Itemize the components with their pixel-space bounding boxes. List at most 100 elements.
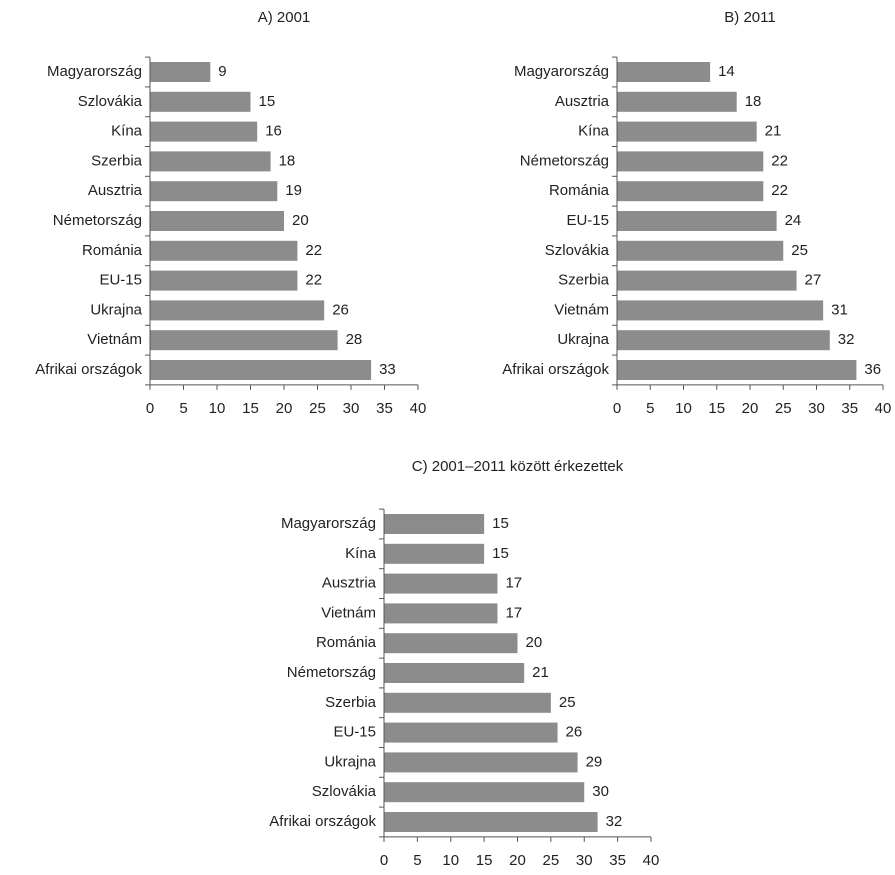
bar [150,270,298,291]
category-label: Magyarország [281,515,376,532]
value-label: 19 [285,182,302,199]
bar [150,300,325,321]
category-label: EU-15 [333,724,376,741]
value-label: 9 [218,63,226,80]
bar [617,330,830,351]
bar [384,573,498,594]
x-tick-label: 10 [442,852,459,869]
value-label: 25 [559,694,576,711]
x-tick-label: 40 [643,852,660,869]
x-tick-label: 30 [343,400,360,417]
category-label: Vietnám [321,604,376,621]
x-tick-label: 20 [276,400,293,417]
value-label: 17 [505,575,522,592]
x-tick-label: 35 [841,400,858,417]
bar [150,240,298,261]
value-label: 22 [305,272,322,289]
category-label: Szlovákia [312,783,377,800]
value-label: 24 [785,212,802,229]
category-label: Németország [53,212,142,229]
category-label: Ausztria [88,182,143,199]
bar [384,722,558,743]
value-label: 32 [606,813,623,830]
category-label: Szlovákia [78,93,143,110]
x-tick-label: 5 [413,852,421,869]
category-label: Szerbia [558,272,610,289]
category-label: Kína [578,123,610,140]
bar [617,121,757,142]
value-label: 27 [805,272,822,289]
bar [617,300,824,321]
x-tick-label: 0 [146,400,154,417]
x-tick-label: 15 [476,852,493,869]
value-label: 28 [346,331,363,348]
bar [617,151,764,172]
value-label: 32 [838,331,855,348]
bar [384,692,551,713]
value-label: 16 [265,123,282,140]
category-label: Románia [82,242,143,259]
x-tick-label: 15 [242,400,259,417]
bar [617,360,857,380]
bar [617,240,784,261]
x-tick-label: 25 [309,400,326,417]
category-label: Ukrajna [324,753,376,770]
category-label: Vietnám [554,301,609,318]
value-label: 18 [279,152,296,169]
bar [384,812,598,832]
category-label: Szerbia [325,694,377,711]
bar [384,633,518,654]
bar [384,663,525,683]
category-label: Afrikai országok [35,361,142,378]
category-label: Afrikai országok [269,813,376,830]
x-tick-label: 40 [410,400,427,417]
x-tick-label: 20 [742,400,759,417]
value-label: 26 [566,724,583,741]
category-label: Magyarország [514,63,609,80]
category-label: Ausztria [555,93,610,110]
value-label: 14 [718,63,735,80]
value-label: 15 [492,545,509,562]
value-label: 15 [492,515,509,532]
value-label: 18 [745,93,762,110]
category-label: Németország [287,664,376,681]
category-label: Németország [520,152,609,169]
value-label: 36 [864,361,881,378]
bar [150,91,251,112]
bar [384,603,498,624]
bar [150,181,278,202]
bar [384,514,485,534]
x-tick-label: 0 [380,852,388,869]
x-tick-label: 10 [209,400,226,417]
category-label: Ukrajna [90,301,142,318]
bar [384,543,485,564]
bar [617,62,711,82]
bar [384,752,578,773]
value-label: 30 [592,783,609,800]
category-label: Afrikai országok [502,361,609,378]
chart-title: A) 2001 [258,9,311,26]
x-tick-label: 30 [808,400,825,417]
value-label: 31 [831,301,848,318]
category-label: EU-15 [566,212,609,229]
value-label: 15 [259,93,276,110]
category-label: Ukrajna [557,331,609,348]
category-label: Magyarország [47,63,142,80]
x-tick-label: 20 [509,852,526,869]
category-label: Kína [111,123,143,140]
value-label: 26 [332,301,349,318]
x-tick-label: 5 [179,400,187,417]
category-label: Szerbia [91,152,143,169]
bar [150,121,258,142]
bar [150,330,338,351]
bar [150,151,271,172]
value-label: 22 [771,152,788,169]
category-label: Románia [549,182,610,199]
value-label: 25 [791,242,808,259]
x-tick-label: 25 [543,852,560,869]
bar [150,360,372,380]
value-label: 22 [771,182,788,199]
bar [617,211,777,231]
bar [617,270,797,291]
